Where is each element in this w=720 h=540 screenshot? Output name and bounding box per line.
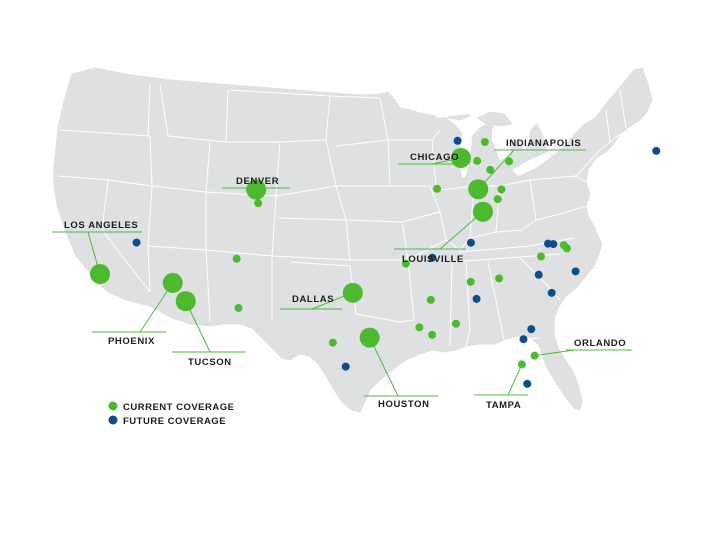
chicago-marker <box>450 147 471 168</box>
dallas-marker <box>342 282 363 303</box>
major-city-markers <box>90 147 539 369</box>
current-site-19 <box>559 241 568 250</box>
phoenix-marker <box>162 272 183 293</box>
current-site-9 <box>466 277 475 286</box>
current-site-6 <box>428 330 437 339</box>
lake-huron <box>492 128 512 160</box>
current-site-7 <box>426 295 435 304</box>
legend-future-label: FUTURE COVERAGE <box>123 416 226 427</box>
future-site-2 <box>132 238 141 247</box>
tucson-label: TUCSON <box>188 357 232 368</box>
current-site-13 <box>504 157 513 166</box>
phoenix-label: PHOENIX <box>108 336 155 347</box>
future-site-0 <box>652 146 661 155</box>
current-site-17 <box>495 274 504 283</box>
future-site-5 <box>428 253 437 262</box>
tampa-marker <box>517 360 526 369</box>
future-site-3 <box>466 238 475 247</box>
current-site-8 <box>452 319 461 328</box>
louisville-marker <box>472 201 493 222</box>
lake-erie <box>512 152 552 176</box>
current-site-2 <box>234 303 243 312</box>
current-site-12 <box>480 137 489 146</box>
los-angeles-label: LOS ANGELES <box>64 220 138 231</box>
future-site-8 <box>534 270 543 279</box>
houston-label: HOUSTON <box>378 399 430 410</box>
denver-marker <box>246 179 267 200</box>
current-site-15 <box>493 195 502 204</box>
louisville-label: LOUISVILLE <box>402 254 464 265</box>
current-site-11 <box>473 156 482 165</box>
current-site-10 <box>433 184 442 193</box>
current-site-14 <box>486 165 495 174</box>
future-site-1 <box>453 136 462 145</box>
indianapolis-marker <box>468 179 489 200</box>
houston-marker <box>359 327 380 348</box>
legend-current-swatch <box>108 401 118 411</box>
current-site-5 <box>415 323 424 332</box>
dallas-label: DALLAS <box>292 294 334 305</box>
future-site-9 <box>547 288 556 297</box>
current-site-1 <box>232 254 241 263</box>
current-site-4 <box>401 259 410 268</box>
houston-leader <box>369 337 399 397</box>
orlando-label: ORLANDO <box>574 338 626 349</box>
legend-future-swatch <box>108 415 118 425</box>
future-site-12 <box>519 335 528 344</box>
future-site-10 <box>571 267 580 276</box>
indianapolis-label: INDIANAPOLIS <box>506 138 581 149</box>
current-site-3 <box>328 338 337 347</box>
chicago-label: CHICAGO <box>410 152 459 163</box>
future-site-14 <box>341 362 350 371</box>
los-angeles-marker <box>90 264 110 284</box>
orlando-leader <box>534 349 575 357</box>
future-site-13 <box>523 379 532 388</box>
state-boundaries <box>57 83 627 347</box>
future-coverage-sites <box>132 136 661 388</box>
tampa-leader <box>507 364 523 396</box>
future-site-7 <box>544 239 553 248</box>
orlando-marker <box>530 351 539 360</box>
future-site-4 <box>472 294 481 303</box>
lake-superior <box>432 104 482 118</box>
denver-label: DENVER <box>236 176 279 187</box>
legend-current-label: CURRENT COVERAGE <box>123 402 234 413</box>
city-labels: LOS ANGELES PHOENIX TUCSON DENVER DALLAS HOUS… <box>64 138 626 411</box>
current-site-20 <box>536 252 545 261</box>
tucson-marker <box>175 291 196 312</box>
current-coverage-sites <box>232 137 571 347</box>
current-site-0 <box>254 199 263 208</box>
legend: CURRENT COVERAGE FUTURE COVERAGE <box>108 401 234 427</box>
current-site-16 <box>497 185 506 194</box>
tampa-label: TAMPA <box>486 400 521 411</box>
future-site-11 <box>527 325 536 334</box>
